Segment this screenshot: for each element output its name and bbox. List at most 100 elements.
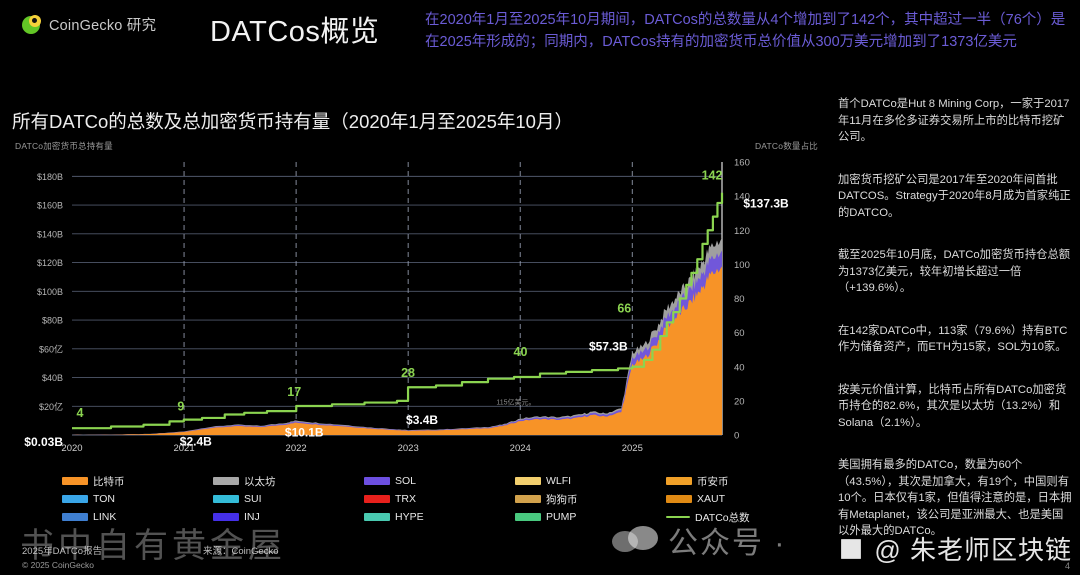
y-axis-left-tick: $160B [37, 201, 63, 211]
swatch-link [62, 513, 88, 521]
legend-item[interactable]: 币安币 [666, 472, 816, 490]
legend-column: SOL TRX HYPE [364, 472, 514, 526]
swatch-ethereum [213, 477, 239, 485]
y-axis-left-tick: $100B [37, 287, 63, 297]
holdings-data-label: $137.3B [743, 197, 789, 211]
swatch-wlfi [515, 477, 541, 485]
x-axis-tick: 2024 [510, 443, 531, 454]
line-datco-total [666, 516, 690, 518]
swatch-sui [213, 495, 239, 503]
swatch-hype [364, 513, 390, 521]
header-summary-note: 在2020年1月至2025年10月期间，DATCos的总数量从4个增加到了142… [425, 12, 1066, 50]
legend-item-label: HYPE [395, 511, 424, 523]
legend-item[interactable]: WLFI [515, 472, 665, 490]
page-number: 4 [1064, 561, 1070, 571]
legend-column: 以太坊 SUI INJ [213, 472, 363, 526]
note-paragraph: 首个DATCo是Hut 8 Mining Corp，一家于2017年11月在多伦… [838, 98, 1070, 143]
legend-item-label: TRX [395, 493, 416, 505]
legend-item[interactable]: SOL [364, 472, 514, 490]
legend-item[interactable]: XAUT [666, 490, 816, 508]
swatch-xaut [666, 495, 692, 503]
swatch-bnb [666, 477, 692, 485]
legend-item-label: PUMP [546, 511, 577, 523]
legend-item[interactable]: LINK [62, 508, 212, 526]
chart-title: 所有DATCo的总数及总加密货币持有量（2020年1月至2025年10月） [12, 111, 573, 132]
note-paragraph: 在142家DATCo中，113家（79.6%）持有BTC作为储备资产，而ETH为… [838, 324, 1068, 354]
legend-item[interactable]: 狗狗币 [515, 490, 665, 508]
line-datco-total [72, 192, 724, 430]
x-axis-tick: 2023 [398, 443, 419, 454]
y-axis-left-tick: $180B [37, 172, 63, 182]
legend-item-label: INJ [244, 511, 260, 523]
legend-item[interactable]: INJ [213, 508, 363, 526]
legend-item[interactable]: TRX [364, 490, 514, 508]
holdings-data-label: $57.3B [589, 340, 628, 354]
y-axis-right-label: DATCo数量占比 [754, 141, 818, 151]
y-axis-left-tick: $80B [42, 316, 63, 326]
x-axis-tick: 2021 [173, 443, 194, 454]
holdings-data-label: $2.4B [180, 435, 212, 449]
footer-copyright: © 2025 CoinGecko [22, 560, 94, 570]
legend-item[interactable]: 比特币 [62, 472, 212, 490]
count-data-label: 40 [514, 345, 528, 359]
legend-item-label: DATCo总数 [695, 511, 750, 524]
swatch-dogecoin [515, 495, 541, 503]
y-axis-right-tick: 40 [734, 362, 745, 373]
legend-item[interactable]: SUI [213, 490, 363, 508]
brand-label: CoinGecko 研究 [49, 18, 157, 34]
coingecko-logo-icon [22, 14, 42, 35]
y-axis-right-tick: 100 [734, 260, 750, 271]
count-data-label: 17 [287, 385, 301, 399]
legend-item[interactable]: HYPE [364, 508, 514, 526]
legend-item-label: 比特币 [93, 475, 125, 488]
swatch-bitcoin [62, 477, 88, 485]
legend-column: WLFI 狗狗币 PUMP [515, 472, 665, 526]
legend-item[interactable]: TON [62, 490, 212, 508]
wechat-icon [612, 525, 658, 555]
chart-plot-area: $0.03B $20亿 $40B $60亿 $80B $100B $120B $140B $16… [0, 150, 830, 470]
footer-report-label: 2025年DATCo报告 [22, 546, 103, 557]
area-bitcoin [72, 266, 722, 435]
commentary-panel: 首个DATCo是Hut 8 Mining Corp，一家于2017年11月在多伦… [838, 96, 1072, 566]
legend-item-label: SOL [395, 475, 417, 487]
count-data-label: 9 [177, 400, 184, 414]
legend-item-label: 币安币 [697, 475, 729, 488]
y-axis-right-tick: 60 [734, 328, 745, 339]
count-data-label: 142 [702, 169, 723, 183]
note-paragraph: 美国拥有最多的DATCo，数量为60个（43.5%），其次是加拿大，有19个，中… [838, 459, 1072, 537]
brand: CoinGecko 研究 [22, 14, 156, 35]
holdings-data-label: $10.1B [285, 425, 324, 439]
swatch-ton [62, 495, 88, 503]
y-axis-left-label: DATCo加密货币总持有量 [15, 141, 113, 151]
swatch-trx [364, 495, 390, 503]
legend-item-label: 狗狗币 [546, 493, 578, 506]
legend-item[interactable]: 以太坊 [213, 472, 363, 490]
count-data-label: 28 [401, 366, 415, 380]
legend-column: 比特币 TON LINK [62, 472, 212, 526]
legend-item[interactable]: PUMP [515, 508, 665, 526]
swatch-inj [213, 513, 239, 521]
y-axis-right-tick: 120 [734, 226, 750, 237]
footer-source: 来源：CoinGecko [203, 546, 279, 557]
legend-item[interactable]: DATCo总数 [666, 508, 816, 526]
note-paragraph: 截至2025年10月底，DATCo加密货币持仓总额为1373亿美元，较年初增长超… [838, 249, 1071, 294]
chart-legend: 比特币 TON LINK 以太坊 SUI INJ SOL TRX HYPE WLFI 狗狗币 PUMP… [62, 472, 792, 526]
chart-annotation: 115亿美元。 [496, 397, 535, 406]
y-axis-right-tick: 140 [734, 192, 750, 203]
legend-column: 币安币 XAUT DATCo总数 [666, 472, 816, 526]
legend-item-label: TON [93, 493, 115, 505]
y-axis-right-tick: 160 [734, 158, 750, 169]
count-data-label: 66 [617, 301, 631, 315]
y-axis-left-tick: $60亿 [39, 343, 63, 354]
legend-item-label: WLFI [546, 475, 572, 487]
legend-item-label: XAUT [697, 493, 726, 505]
y-axis-left-tick: $20亿 [39, 401, 63, 412]
page-title: DATCos概览 [210, 16, 380, 48]
holdings-data-label: $3.4B [406, 413, 438, 427]
chart-svg: $0.03B $20亿 $40B $60亿 $80B $100B $120B $140B $16… [24, 158, 789, 455]
x-axis-tick: 2022 [286, 443, 307, 454]
swatch-pump [515, 513, 541, 521]
count-data-label: 4 [77, 406, 84, 420]
swatch-sol [364, 477, 390, 485]
